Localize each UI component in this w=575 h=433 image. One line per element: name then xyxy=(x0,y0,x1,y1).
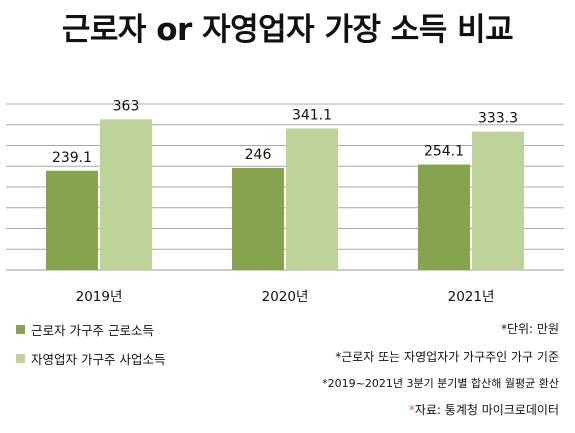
source-asterisk: * xyxy=(408,403,415,417)
legend-item-wage: 근로자 가구주 근로소득 xyxy=(16,320,154,339)
legend-swatch-wage xyxy=(16,325,25,334)
legend-label-wage: 근로자 가구주 근로소득 xyxy=(31,323,154,338)
category-label: 2021년 xyxy=(448,289,495,305)
period-note: *2019~2021년 3분기 분기별 합산해 월평균 환산 xyxy=(322,377,559,390)
legend-label-business: 자영업자 가구주 사업소득 xyxy=(31,352,166,367)
legend-swatch-business xyxy=(16,354,25,363)
bar-business xyxy=(100,119,152,270)
definition-note: *근로자 또는 자영업자가 가구주인 가구 기준 xyxy=(335,350,559,364)
chart-title: 근로자 or 자영업자 가장 소득 비교 xyxy=(61,12,514,48)
category-label: 2019년 xyxy=(76,289,123,305)
data-label: 239.1 xyxy=(52,150,92,166)
bar-business xyxy=(286,128,338,270)
legend-item-business: 자영업자 가구주 사업소득 xyxy=(16,349,165,368)
bar-wage xyxy=(46,170,98,270)
category-label: 2020년 xyxy=(262,289,309,305)
bar-wage xyxy=(418,164,470,270)
data-label: 333.3 xyxy=(478,111,518,127)
data-label: 363 xyxy=(113,98,140,114)
data-label: 254.1 xyxy=(424,144,464,160)
data-label: 246 xyxy=(245,147,272,163)
source-text: 자료: 통계청 마이크로데이터 xyxy=(414,403,559,417)
bar-business xyxy=(472,131,524,270)
unit-note: *단위: 만원 xyxy=(500,322,559,336)
data-label: 341.1 xyxy=(292,107,332,123)
source-note: *자료: 통계청 마이크로데이터 xyxy=(409,401,559,418)
bar-wage xyxy=(232,167,284,270)
